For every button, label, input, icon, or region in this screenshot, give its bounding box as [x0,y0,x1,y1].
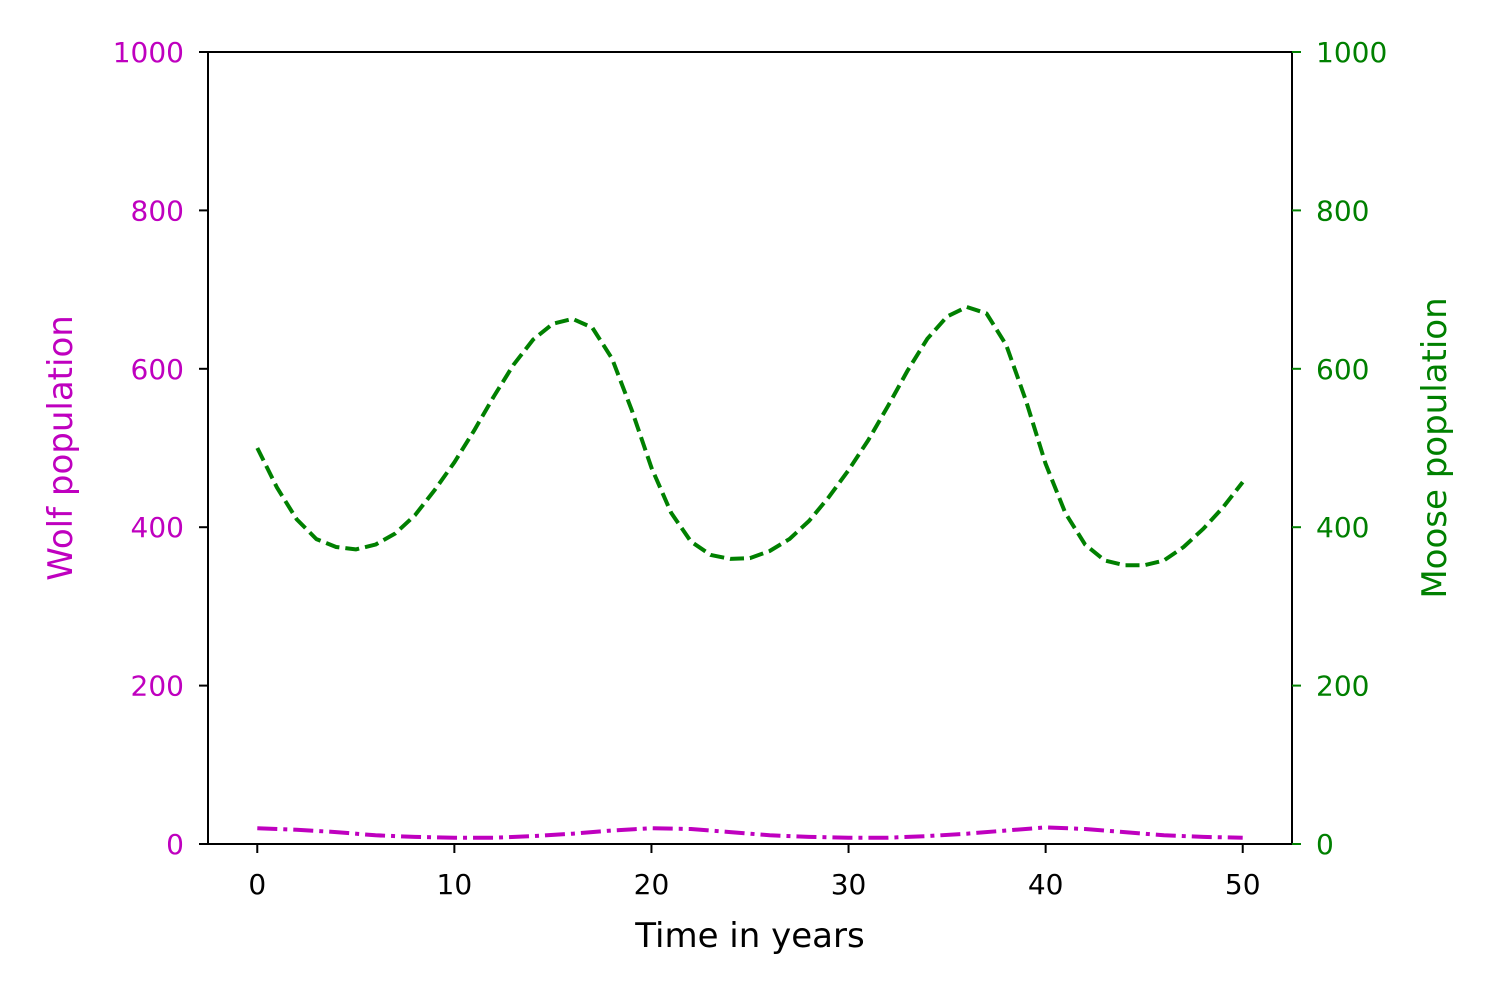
right-y-tick-label: 600 [1316,353,1369,386]
right-y-tick-label: 200 [1316,670,1369,703]
left-y-tick-label: 800 [131,194,184,227]
x-axis: 0 10 20 30 40 50 [248,844,1261,901]
left-axis-label: Wolf population [41,315,81,581]
right-axis-label: Moose population [1415,297,1455,598]
x-tick-label: 10 [437,868,473,901]
plot-area [208,52,1292,844]
x-axis-label: Time in years [634,916,864,956]
x-tick-label: 20 [634,868,670,901]
left-y-tick-label: 600 [131,353,184,386]
left-y-tick-label: 0 [166,828,184,861]
right-y-tick-label: 800 [1316,194,1369,227]
x-tick-label: 0 [248,868,266,901]
x-tick-label: 40 [1028,868,1064,901]
series-layer [255,305,1245,840]
left-y-tick-label: 200 [131,670,184,703]
y-axis-right: 0 200 400 600 800 1000 [1292,36,1387,861]
plot-frame [207,51,1293,845]
right-y-tick-label: 1000 [1316,36,1387,69]
x-tick-label: 30 [831,868,867,901]
left-y-tick-label: 400 [131,511,184,544]
y-axis-left: 0 200 400 600 800 1000 [113,36,208,861]
left-y-tick-label: 1000 [113,36,184,69]
right-y-tick-label: 0 [1316,828,1334,861]
right-y-tick-label: 400 [1316,511,1369,544]
moose-series-line [255,305,1245,568]
x-tick-label: 50 [1225,868,1261,901]
